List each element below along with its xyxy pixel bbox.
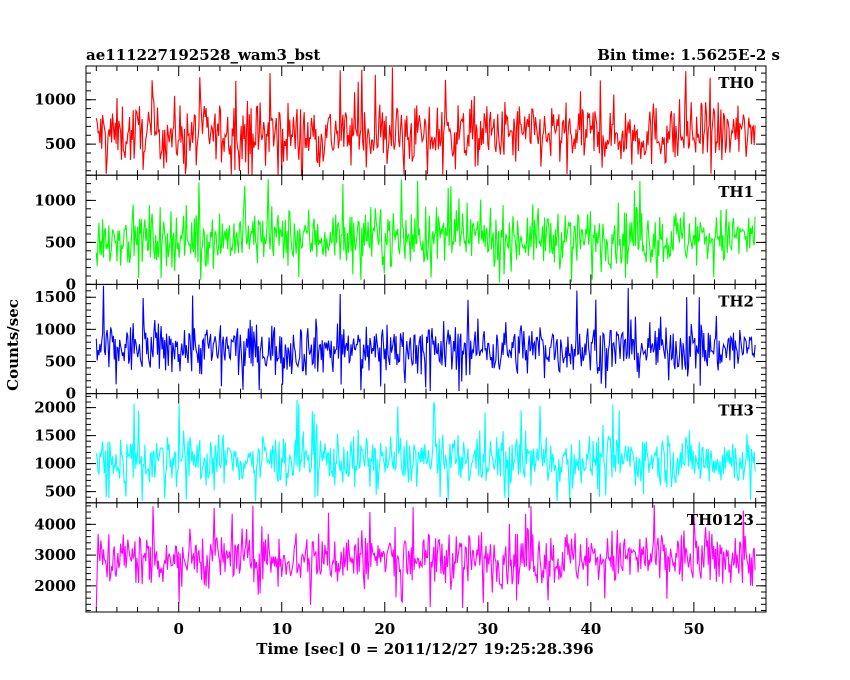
panel-th0123: 2000 3000 4000 TH0123 [34,502,767,613]
y-tick-label: 3000 [34,546,76,564]
y-tick-label: 500 [45,233,76,251]
y-tick-label: 0 [66,385,76,403]
panel-label: TH3 [718,402,754,420]
y-tick-label: 1000 [34,320,76,338]
y-tick-label: 2000 [34,577,76,595]
panel-th2: 0 500 1000 1500 TH2 [34,283,767,403]
x-tick-label: 40 [580,620,601,638]
y-tick-label: 4000 [34,515,76,533]
series-line-th0 [95,67,756,177]
panel-label: TH0123 [687,511,754,529]
x-tick-label: 50 [683,620,704,638]
y-tick-label: 0 [66,275,76,293]
x-tick-label: 10 [271,620,292,638]
panel-label: TH1 [718,183,754,201]
panel-th1: 0 500 1000 TH1 [34,174,767,293]
panel-th0: 500 1000 TH0 [34,65,767,177]
y-tick-label: 1500 [34,288,76,306]
panel-th3: 500 1000 1500 2000 TH3 [34,393,767,504]
series-line-th1 [95,179,756,283]
y-tick-label: 500 [45,135,76,153]
y-tick-label: 1000 [34,91,76,109]
y-tick-label: 1000 [34,455,76,473]
y-tick-label: 2000 [34,399,76,417]
x-tick-label: 20 [374,620,395,638]
y-tick-label: 1000 [34,191,76,209]
x-tick-label: 30 [477,620,498,638]
bin-time-label: Bin time: 1.5625E-2 s [597,46,780,64]
chart-title: ae111227192528_wam3_bst [86,46,320,64]
panel-label: TH0 [718,74,754,92]
y-tick-label: 500 [45,352,76,370]
y-axis-label: Counts/sec [4,299,22,391]
x-tick-label: 0 [174,620,184,638]
y-tick-label: 500 [45,483,76,501]
y-tick-label: 1500 [34,427,76,445]
series-line-th0123 [95,504,756,609]
panel-label: TH2 [718,292,754,310]
x-axis-label: Time [sec] 0 = 2011/12/27 19:25:28.396 [256,640,593,658]
series-line-th2 [95,285,756,392]
series-line-th3 [95,399,756,502]
